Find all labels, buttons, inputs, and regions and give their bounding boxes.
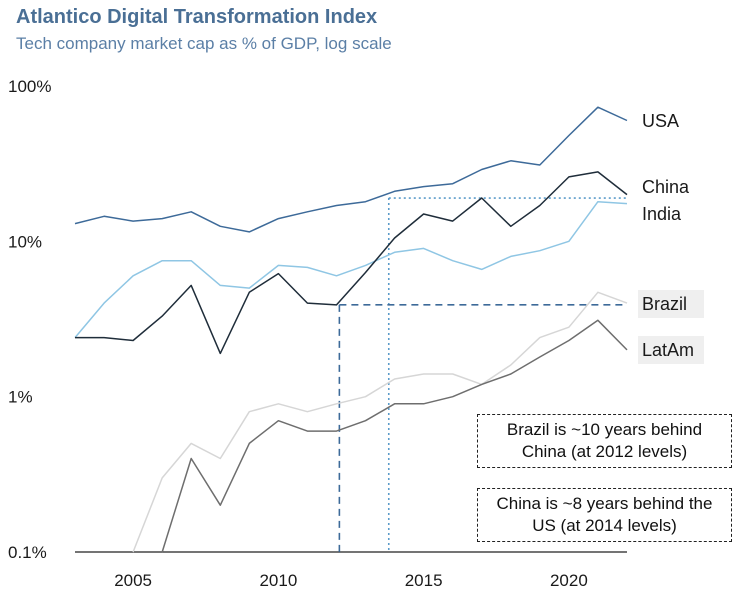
y-tick-label: 100% — [8, 77, 51, 96]
axes: 0.1% 1% 10% 100% 2005 2010 2015 2020 — [8, 77, 627, 590]
x-tick-label: 2015 — [405, 571, 443, 590]
series-labels: USA China India Brazil LatAm — [638, 111, 704, 364]
chart-title: Atlantico Digital Transformation Index — [16, 6, 378, 28]
series-line-usa — [74, 106, 628, 233]
series-label-usa: USA — [642, 111, 679, 131]
chart-subtitle: Tech company market cap as % of GDP, log… — [16, 34, 392, 53]
y-tick-label: 1% — [8, 388, 33, 407]
series-line-india — [74, 200, 628, 339]
y-tick-label: 10% — [8, 232, 42, 251]
y-tick-label: 0.1% — [8, 543, 47, 562]
series-line-china — [75, 171, 628, 355]
series-line-brazil — [132, 291, 628, 553]
series-line-latam — [161, 319, 628, 553]
brazil-annotation-box: Brazil is ~10 years behind China (at 201… — [477, 414, 732, 468]
reference-lines — [338, 197, 627, 552]
series-label-bg-brazil — [638, 290, 704, 318]
series-label-india: India — [642, 204, 682, 224]
series-label-bg-latam — [638, 336, 704, 364]
series-lines — [74, 106, 628, 553]
x-tick-label: 2010 — [259, 571, 297, 590]
series-label-china: China — [642, 177, 690, 197]
china-annotation-box: China is ~8 years behind the US (at 2014… — [477, 488, 732, 542]
series-label-brazil: Brazil — [642, 294, 687, 314]
x-tick-label: 2020 — [550, 571, 588, 590]
series-label-latam: LatAm — [642, 340, 694, 360]
x-tick-label: 2005 — [114, 571, 152, 590]
